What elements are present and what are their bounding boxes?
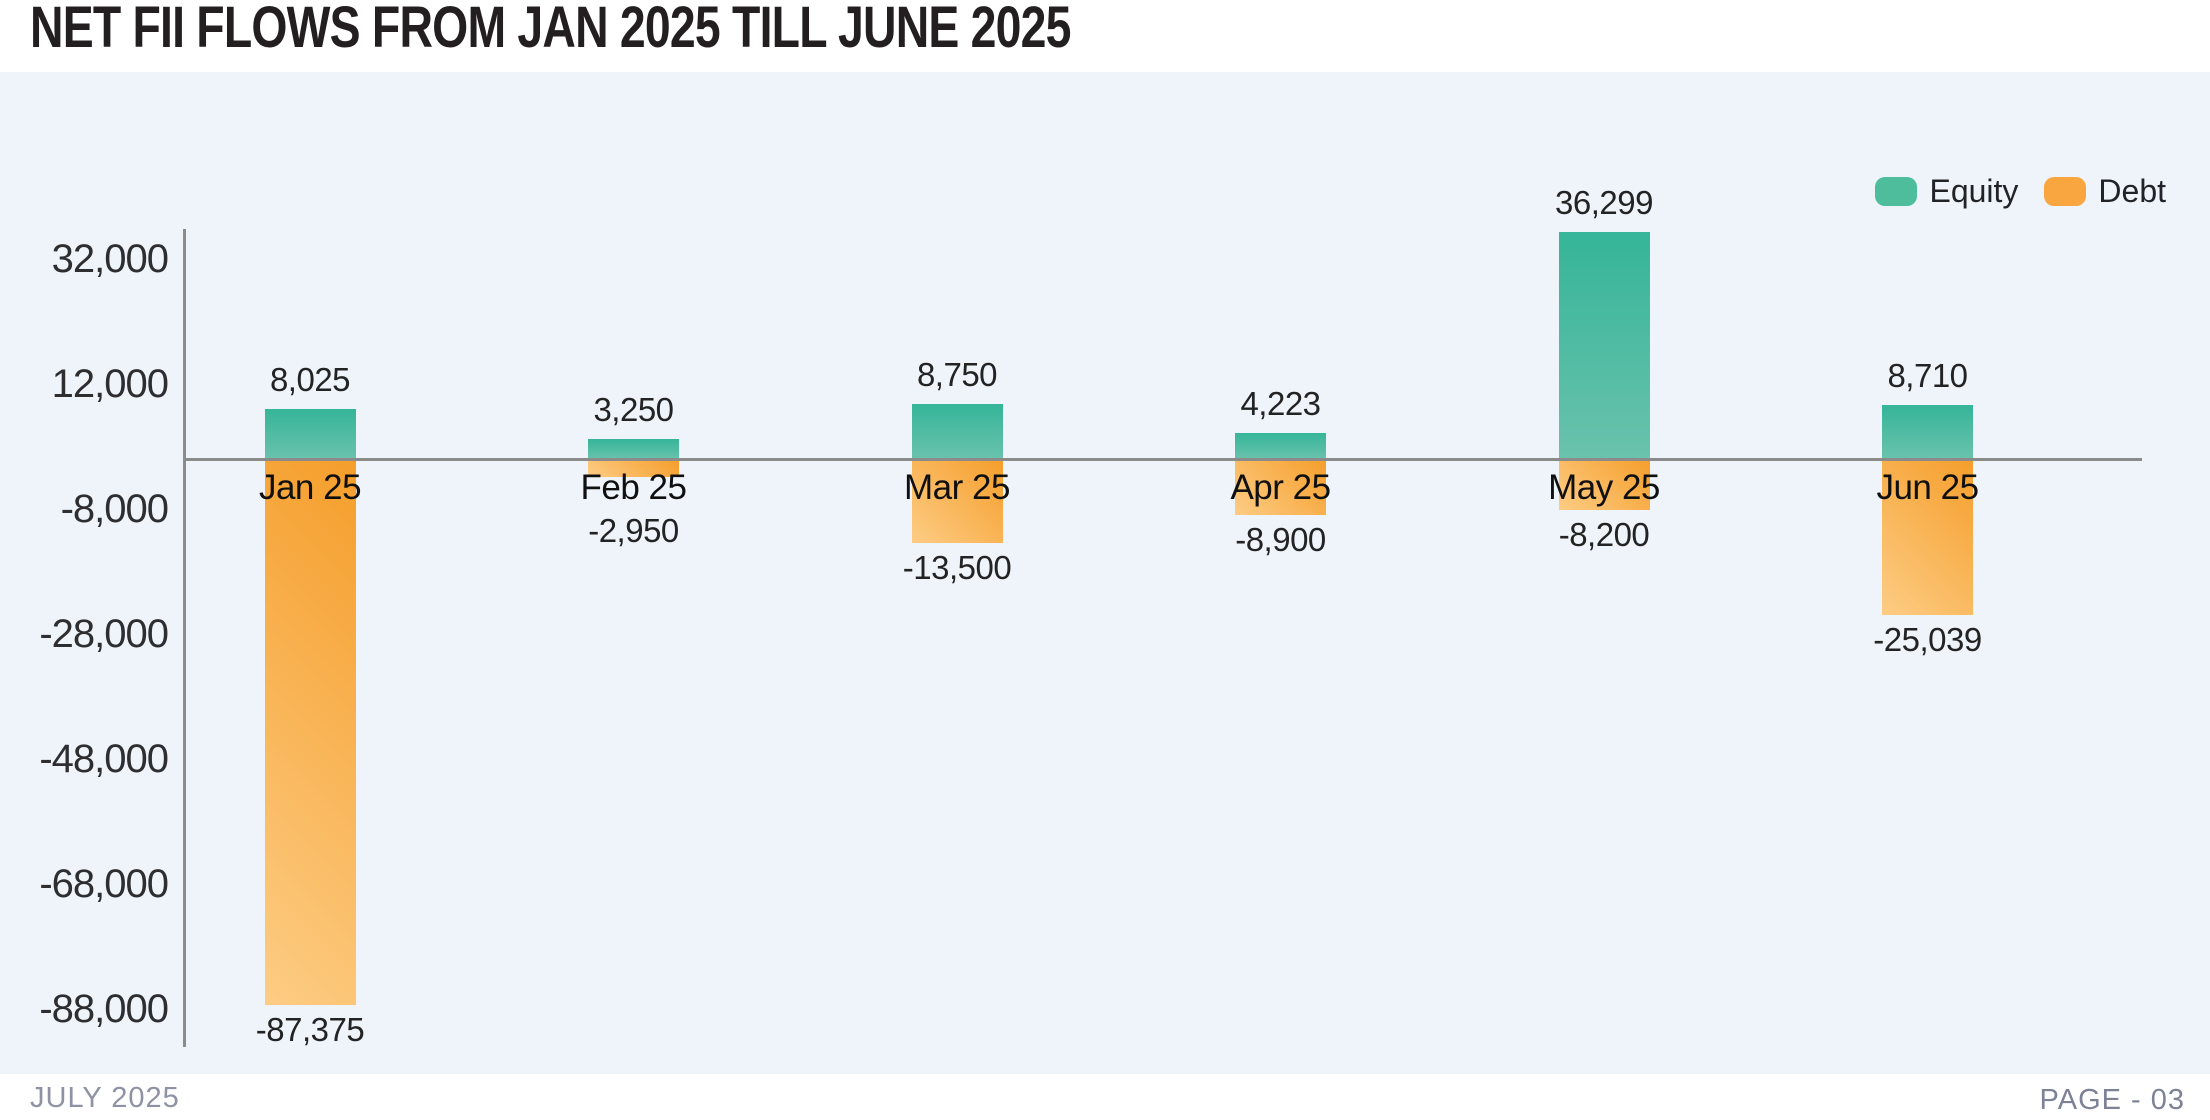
debt-bar	[588, 459, 679, 477]
x-axis-category-label: Feb 25	[580, 468, 687, 507]
y-axis-tick-label: -68,000	[39, 862, 169, 906]
equity-value-label: 3,250	[593, 391, 674, 428]
y-axis-tick-label: -88,000	[39, 987, 169, 1031]
debt-value-label: -8,900	[1235, 521, 1326, 558]
x-axis-category-label: Mar 25	[904, 468, 1010, 507]
debt-value-label: -25,039	[1873, 621, 1982, 658]
zero-baseline	[184, 458, 2142, 461]
debt-swatch-icon	[2044, 176, 2087, 206]
footer-page-number: PAGE - 03	[2039, 1084, 2185, 1116]
equity-swatch-icon	[1875, 176, 1918, 206]
equity-bar	[1235, 433, 1326, 459]
legend-label-equity: Equity	[1929, 173, 2019, 209]
debt-value-label: -13,500	[902, 549, 1012, 586]
equity-value-label: 4,223	[1240, 385, 1321, 422]
x-axis-category-label: May 25	[1548, 468, 1660, 507]
y-axis-tick-label: -48,000	[39, 737, 169, 781]
y-axis-tick-label: -8,000	[60, 487, 169, 531]
equity-value-label: 8,750	[916, 356, 998, 393]
debt-bar	[911, 459, 1003, 543]
equity-bar	[1558, 232, 1650, 459]
x-axis-category-label: Jun 25	[1876, 468, 1979, 507]
equity-value-label: 8,025	[269, 361, 351, 398]
equity-bar	[1882, 405, 1973, 459]
equity-value-label: 36,299	[1555, 184, 1653, 221]
y-axis-line	[183, 229, 186, 1047]
chart-plot-area: Equity Debt	[0, 72, 2210, 1074]
chart-legend: Equity Debt	[1875, 175, 2166, 207]
debt-value-label: -2,950	[588, 512, 679, 549]
y-axis-tick-label: -28,000	[39, 612, 169, 656]
legend-item-debt: Debt	[2044, 175, 2166, 207]
equity-bar	[264, 409, 356, 459]
legend-item-equity: Equity	[1875, 175, 2018, 207]
y-axis-tick-label: 12,000	[51, 362, 169, 406]
legend-label-debt: Debt	[2098, 173, 2166, 209]
debt-bar	[264, 459, 356, 1005]
equity-value-label: 8,710	[1887, 357, 1968, 394]
x-axis-category-label: Jan 25	[258, 468, 362, 507]
chart-title: NET FII FLOWS FROM JAN 2025 TILL JUNE 20…	[30, 0, 1071, 60]
equity-bar	[588, 439, 679, 459]
debt-bar	[1558, 459, 1650, 510]
footer-date: JULY 2025	[30, 1082, 180, 1114]
debt-bar	[1882, 459, 1973, 615]
x-axis-category-label: Apr 25	[1230, 468, 1331, 507]
debt-value-label: -87,375	[255, 1011, 365, 1048]
y-axis-tick-label: 32,000	[51, 237, 169, 281]
equity-bar	[911, 404, 1003, 459]
debt-value-label: -8,200	[1558, 516, 1650, 553]
debt-bar	[1235, 459, 1326, 515]
